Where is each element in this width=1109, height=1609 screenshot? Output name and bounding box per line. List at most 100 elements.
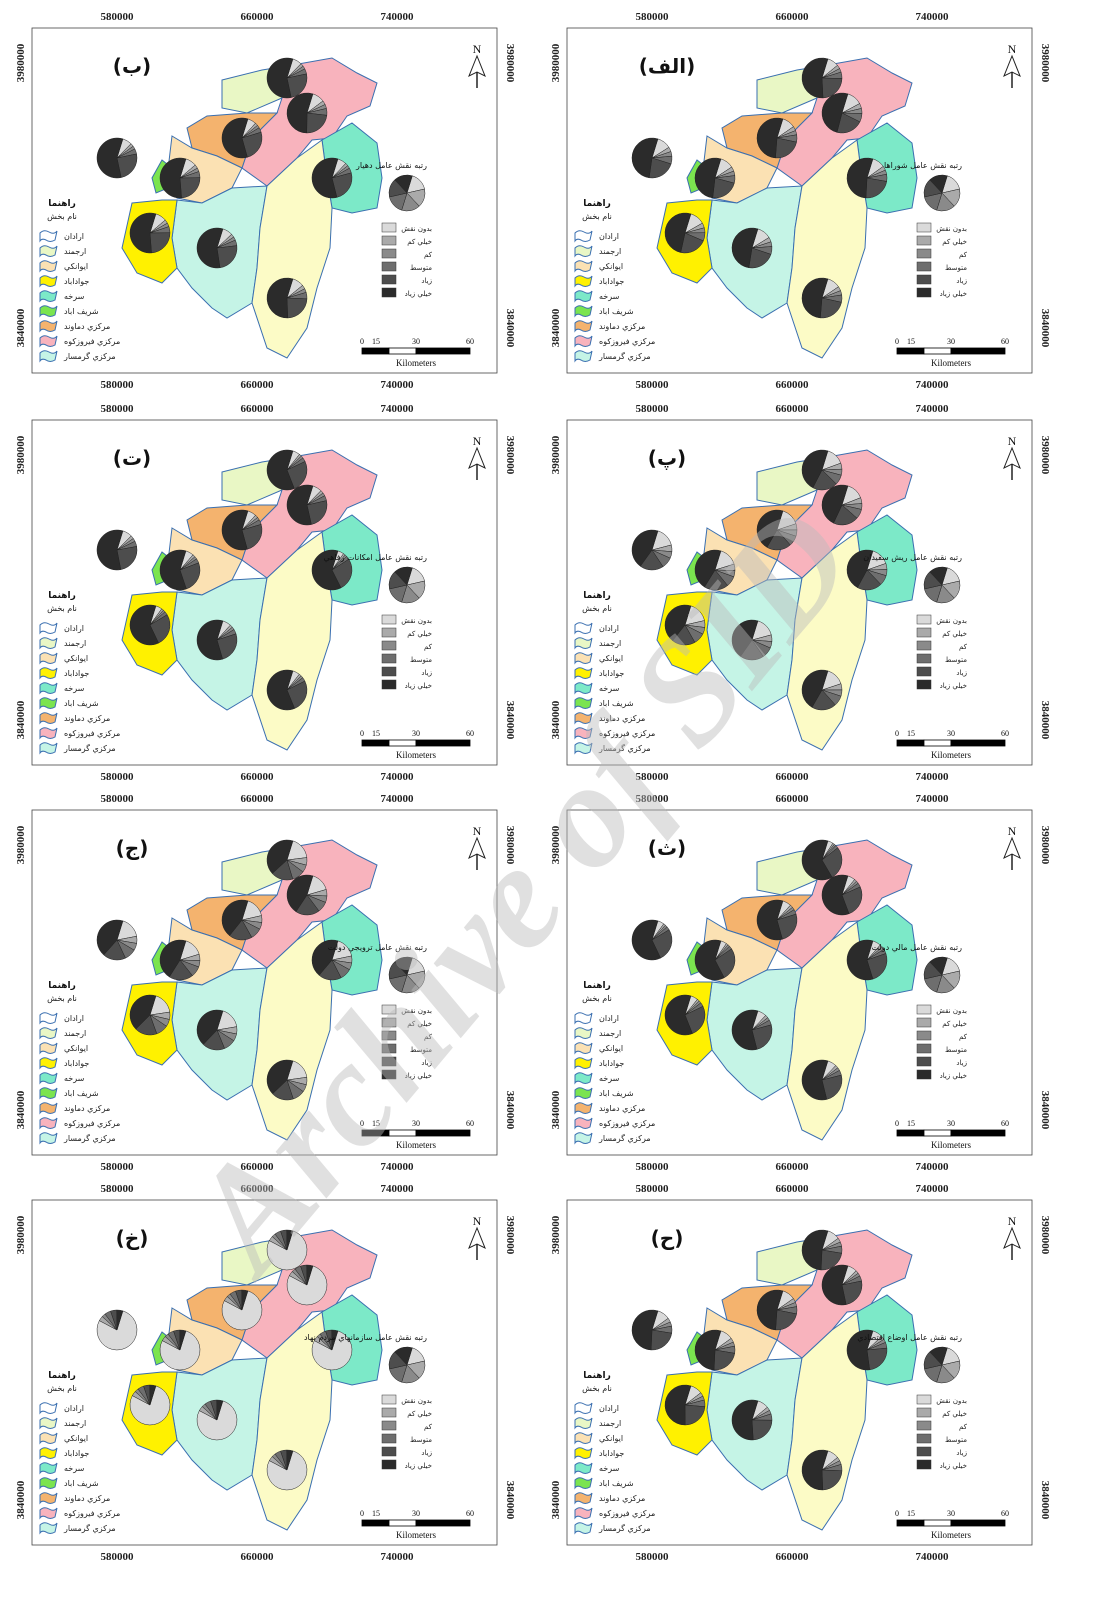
legend-swatch bbox=[39, 320, 58, 333]
legend-swatch bbox=[574, 1072, 593, 1085]
scalebar-tick: 15 bbox=[372, 1119, 380, 1128]
legend-label: مركزي دماوند bbox=[599, 1104, 645, 1113]
grid-label-right: 3840000 bbox=[1039, 1481, 1051, 1520]
district-pie-slice bbox=[651, 929, 673, 959]
pie-legend-swatch bbox=[916, 679, 932, 690]
pie-legend-swatch bbox=[916, 666, 932, 677]
grid-label-top: 660000 bbox=[241, 11, 275, 23]
legend-swatch bbox=[39, 350, 58, 363]
pie-legend-swatch bbox=[381, 627, 397, 638]
scalebar-tick: 30 bbox=[412, 1119, 420, 1128]
legend-label: مركزي گرمسار bbox=[598, 743, 651, 753]
grid-label-top: 660000 bbox=[776, 403, 810, 415]
grid-label-bottom: 660000 bbox=[776, 379, 810, 391]
district-pie-slice bbox=[179, 562, 201, 590]
scalebar-tick: 60 bbox=[1001, 1509, 1009, 1518]
legend-label: مركزي دماوند bbox=[599, 1494, 645, 1503]
legend-swatch bbox=[39, 697, 58, 710]
scalebar-tick: 30 bbox=[412, 1509, 420, 1518]
scalebar-segment bbox=[896, 1519, 925, 1527]
pie-legend-label: خيلي كم bbox=[942, 238, 967, 246]
north-label: N bbox=[473, 1214, 482, 1228]
legend-label: ارادان bbox=[599, 1014, 619, 1023]
pie-legend-label: خيلي كم bbox=[407, 630, 432, 638]
pie-legend-label: زياد bbox=[956, 1449, 967, 1457]
grid-label-left: 3840000 bbox=[15, 308, 27, 347]
scalebar-tick: 60 bbox=[1001, 1119, 1009, 1128]
legend-swatch bbox=[39, 335, 58, 348]
legend-pie-slice bbox=[929, 1346, 948, 1366]
grid-label-top: 740000 bbox=[916, 1183, 950, 1195]
legend-swatch bbox=[574, 1432, 593, 1445]
legend-label: ارجمند bbox=[64, 639, 86, 648]
district-pie-slice bbox=[694, 1329, 722, 1371]
pie-legend-label: زياد bbox=[421, 1059, 432, 1067]
grid-label-top: 740000 bbox=[381, 403, 415, 415]
grid-label-right: 3840000 bbox=[504, 1091, 516, 1130]
district-pie-slice bbox=[216, 1399, 224, 1421]
scalebar-tick: 60 bbox=[1001, 729, 1009, 738]
grid-label-bottom: 740000 bbox=[381, 771, 415, 783]
legend-label: سرخه bbox=[64, 684, 85, 693]
legend-subtitle: نام بخش bbox=[47, 1384, 77, 1393]
district-pie-slice bbox=[149, 232, 171, 254]
grid-label-bottom: 660000 bbox=[776, 771, 810, 783]
legend-label: ارجمند bbox=[599, 1029, 621, 1038]
district-pie-slice bbox=[756, 117, 784, 159]
legend-label: مركزي دماوند bbox=[599, 322, 645, 331]
legend-swatch bbox=[39, 742, 58, 755]
grid-label-bottom: 660000 bbox=[241, 771, 275, 783]
pie-legend-label: خيلي كم bbox=[942, 1410, 967, 1418]
legend-label: ارادان bbox=[64, 1014, 84, 1023]
district-pie-slice bbox=[129, 994, 157, 1030]
pie-legend-title: رتبه نقش عامل امكانات رفاهي bbox=[323, 553, 427, 562]
scalebar-tick: 30 bbox=[947, 337, 955, 346]
pie-legend-label: بدون نقش bbox=[401, 1397, 432, 1405]
legend-label: جواداباد bbox=[599, 669, 624, 678]
grid-label-left: 3840000 bbox=[550, 1480, 562, 1519]
legend-label: مركزي دماوند bbox=[64, 1104, 110, 1113]
north-label: N bbox=[473, 824, 482, 838]
district-pie-slice bbox=[846, 157, 874, 199]
pie-legend-swatch bbox=[916, 1446, 932, 1457]
legend-label: مركزي فيروزكوه bbox=[64, 1509, 120, 1518]
legend-swatch bbox=[574, 667, 593, 680]
legend-label: ايوانكي bbox=[599, 1434, 623, 1443]
grid-label-top: 740000 bbox=[916, 11, 950, 23]
scalebar-unit: Kilometers bbox=[931, 358, 971, 368]
legend-swatch bbox=[39, 682, 58, 695]
grid-label-top: 660000 bbox=[241, 403, 275, 415]
grid-label-left: 3840000 bbox=[15, 1090, 27, 1129]
scalebar-segment bbox=[950, 1129, 1006, 1137]
scalebar-unit: Kilometers bbox=[396, 750, 436, 760]
district-pie-slice bbox=[196, 1400, 238, 1441]
district-pie-slice bbox=[196, 1009, 224, 1045]
legend-title: راهنما bbox=[583, 1371, 611, 1381]
legend-swatch bbox=[39, 652, 58, 665]
district-pie-slice bbox=[821, 847, 843, 878]
legend-label: ارجمند bbox=[599, 1419, 621, 1428]
district-pie-slice bbox=[731, 227, 759, 269]
grid-label-bottom: 740000 bbox=[916, 379, 950, 391]
pie-legend-swatch bbox=[916, 653, 932, 664]
district-pie-slice bbox=[801, 1059, 829, 1101]
district-pie-slice bbox=[714, 948, 736, 979]
grid-label-right: 3980000 bbox=[1039, 1216, 1051, 1255]
legend-label: سرخه bbox=[64, 1074, 85, 1083]
legend-swatch bbox=[39, 1117, 58, 1130]
legend-swatch bbox=[574, 1042, 593, 1055]
legend-label: مركزي فيروزكوه bbox=[599, 729, 655, 738]
pie-legend-label: خيلي زياد bbox=[940, 290, 967, 298]
pie-legend-label: زياد bbox=[421, 277, 432, 285]
pie-legend-label: بدون نقش bbox=[401, 1007, 432, 1015]
grid-label-left: 3980000 bbox=[550, 1215, 562, 1254]
grid-label-right: 3980000 bbox=[1039, 436, 1051, 475]
pie-legend-title: رتبه نقش عامل مالي دولت bbox=[871, 943, 962, 952]
legend-label: مركزي دماوند bbox=[64, 1494, 110, 1503]
district-pie-slice bbox=[801, 1449, 829, 1491]
pie-legend-swatch bbox=[381, 1394, 397, 1405]
pie-legend-swatch bbox=[916, 1394, 932, 1405]
pie-legend-swatch bbox=[381, 274, 397, 285]
district-pie-slice bbox=[694, 549, 722, 588]
